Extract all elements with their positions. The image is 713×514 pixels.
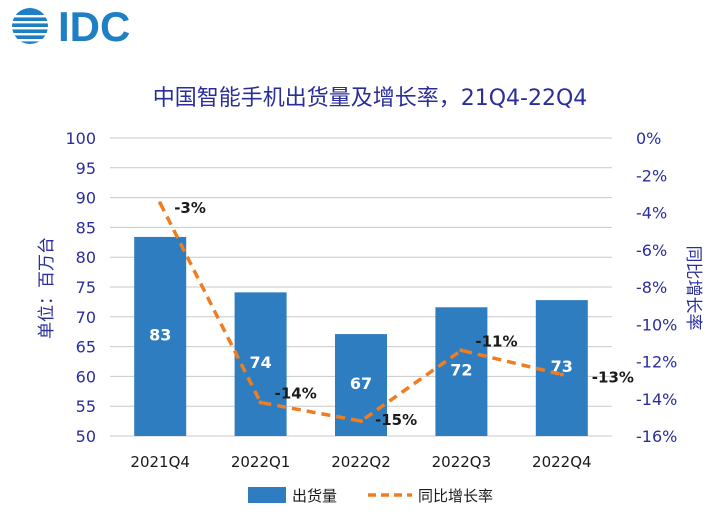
growth-line (158, 202, 563, 423)
line-point-label: -3% (174, 199, 206, 217)
legend: 出货量 同比增长率 (248, 487, 493, 505)
left-tick-label: 50 (76, 427, 96, 446)
left-tick-label: 65 (76, 338, 96, 357)
right-axis-ticks: 0% -2% -4% -6% -8% -10% -12% -14% -16% (636, 129, 677, 446)
left-tick-label: 75 (76, 278, 96, 297)
right-axis-label: 同比增长率 (683, 246, 703, 331)
left-tick-label: 95 (76, 159, 96, 178)
x-tick-label: 2021Q4 (130, 453, 190, 471)
right-tick-label: -2% (636, 166, 667, 185)
line-point-label: -14% (275, 384, 317, 402)
line-point-label: -13% (592, 369, 634, 387)
x-tick-label: 2022Q1 (231, 453, 291, 471)
bar (535, 300, 588, 436)
bar-value-label: 73 (551, 357, 573, 376)
bar-series: 83 74 67 72 73 (134, 236, 588, 436)
idc-logo: IDC (8, 3, 158, 50)
legend-line-label: 同比增长率 (418, 487, 493, 505)
right-tick-label: 0% (636, 129, 661, 148)
growth-line-series: -3% -14% -15% -11% -13% (158, 199, 634, 429)
legend-bar-label: 出货量 (292, 487, 337, 505)
bar-value-label: 72 (450, 361, 472, 380)
left-tick-label: 80 (76, 248, 96, 267)
line-point-label: -11% (475, 332, 517, 350)
globe-icon (10, 8, 50, 44)
right-tick-label: -14% (636, 390, 677, 409)
chart-title: 中国智能手机出货量及增长率，21Q4-22Q4 (153, 86, 588, 111)
bar (134, 236, 187, 436)
line-point (459, 348, 464, 353)
bar-value-label: 67 (350, 374, 372, 393)
line-point (258, 400, 263, 405)
line-point (359, 419, 363, 424)
right-tick-label: -6% (636, 241, 667, 260)
bar (435, 307, 488, 436)
right-tick-label: -4% (636, 204, 667, 223)
left-tick-label: 85 (76, 218, 96, 237)
logo-text: IDC (58, 6, 130, 46)
right-tick-label: -12% (636, 353, 677, 372)
line-point (158, 201, 163, 206)
left-tick-label: 100 (65, 129, 96, 148)
left-tick-label: 90 (76, 189, 96, 208)
left-tick-label: 60 (76, 367, 96, 386)
x-tick-label: 2022Q2 (331, 453, 391, 471)
x-tick-label: 2022Q3 (432, 453, 492, 471)
line-point-label: -15% (375, 411, 417, 429)
right-tick-label: -10% (636, 315, 677, 334)
left-tick-label: 55 (76, 397, 96, 416)
legend-bar-swatch (248, 487, 286, 503)
right-tick-label: -8% (636, 278, 667, 297)
x-tick-label: 2022Q4 (532, 453, 592, 471)
left-axis-label: 单位：百万台 (37, 237, 57, 339)
line-point (559, 372, 564, 377)
right-tick-label: -16% (636, 427, 677, 446)
bar-value-label: 83 (149, 325, 171, 344)
x-axis-ticks: 2021Q4 2022Q1 2022Q2 2022Q3 2022Q4 (130, 453, 591, 471)
left-axis-ticks: 50 55 60 65 70 75 80 85 90 95 100 (65, 129, 96, 446)
bar-value-label: 74 (249, 353, 271, 372)
left-tick-label: 70 (76, 308, 96, 327)
